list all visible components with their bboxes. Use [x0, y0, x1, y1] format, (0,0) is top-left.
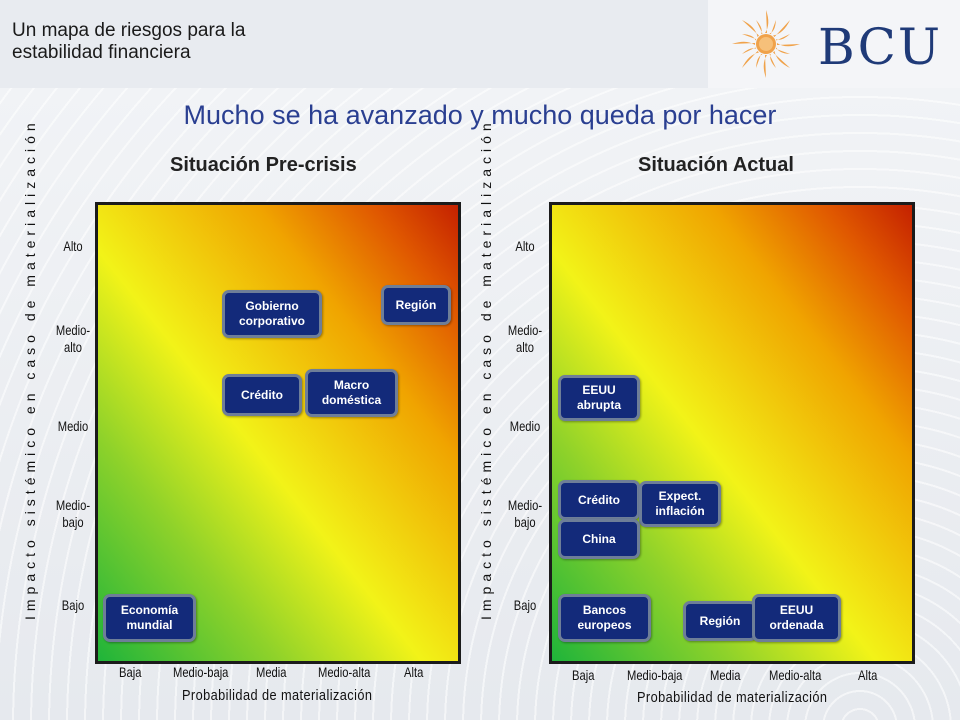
sun-ray — [773, 51, 791, 69]
x-axis-label-precrisis: Probabilidad de materialización — [182, 687, 373, 704]
y-tick-medio: Medio — [509, 418, 541, 434]
y-tick-medio: Medio — [57, 418, 89, 434]
y-tick-alto: Alto — [63, 238, 83, 254]
sun-ray — [741, 19, 759, 37]
deck-title: Un mapa de riesgos para la estabilidad f… — [12, 20, 246, 63]
sun-ray — [756, 53, 763, 69]
sun-ray — [763, 54, 767, 78]
y-tick-medio-alto: Medio-alto — [55, 322, 91, 355]
x-tick-medio-alta: Medio-alta — [769, 667, 822, 683]
y-tick-medio-bajo: Medio-bajo — [507, 497, 543, 530]
x-tick-medio-baja: Medio-baja — [627, 667, 683, 683]
y-tick-bajo: Bajo — [513, 597, 537, 613]
risk-gobierno-corporativo: Gobierno corporativo — [222, 290, 322, 338]
y-tick-alto: Alto — [515, 238, 535, 254]
risk-credito: Crédito — [222, 374, 302, 416]
risk-macro-domestica: Macro doméstica — [305, 369, 398, 417]
sun-ray — [741, 51, 759, 69]
sun-ray — [741, 47, 757, 54]
sun-ray — [756, 19, 763, 35]
risk-bancos-europeos: Bancos europeos — [558, 594, 651, 642]
bcu-logo: BCU — [726, 8, 946, 80]
x-tick-medio-alta: Medio-alta — [318, 664, 371, 680]
sun-ray — [741, 34, 757, 41]
header-left-panel — [0, 0, 708, 88]
x-tick-baja: Baja — [119, 664, 142, 680]
risk-china: China — [558, 519, 640, 559]
x-tick-alta: Alta — [404, 664, 424, 680]
y-tick-medio-alto: Medio-alto — [507, 322, 543, 355]
sun-ray — [732, 41, 756, 45]
sun-ray — [769, 53, 776, 69]
risk-expect-inflacion: Expect. inflación — [639, 481, 721, 527]
x-tick-alta: Alta — [858, 667, 878, 683]
risk-economia-mundial: Economía mundial — [103, 594, 196, 642]
panel-title-precrisis: Situación Pre-crisis — [170, 154, 357, 176]
x-tick-media: Media — [256, 664, 287, 680]
y-tick-medio-bajo: Medio-bajo — [55, 497, 91, 530]
logo-text: BCU — [818, 18, 943, 76]
risk-eeuu-ordenada: EEUU ordenada — [752, 594, 841, 642]
risk-eeuu-abrupta: EEUU abrupta — [558, 375, 640, 421]
sun-ray — [776, 43, 800, 47]
risk-region: Región — [683, 601, 757, 641]
x-tick-media: Media — [710, 667, 741, 683]
sun-ray — [775, 47, 791, 54]
risk-region: Región — [381, 285, 451, 325]
x-tick-medio-baja: Medio-baja — [173, 664, 229, 680]
panel-title-actual: Situación Actual — [638, 154, 794, 176]
x-tick-baja: Baja — [572, 667, 595, 683]
y-tick-bajo: Bajo — [61, 597, 85, 613]
risk-map-precrisis — [95, 202, 461, 664]
y-axis-label-actual: Impacto sistémico en caso de materializa… — [478, 118, 494, 620]
slide-title: Mucho se ha avanzado y mucho queda por h… — [183, 100, 777, 130]
y-axis-label-precrisis: Impacto sistémico en caso de materializa… — [22, 118, 38, 620]
sun-ray — [769, 19, 776, 35]
risk-map-actual — [549, 202, 915, 664]
risk-credito: Crédito — [558, 480, 640, 520]
sun-ray — [773, 19, 791, 37]
sun-ray — [765, 10, 769, 34]
x-axis-label-actual: Probabilidad de materialización — [637, 689, 828, 706]
sun-emblem-icon — [732, 10, 800, 78]
sun-ray — [775, 34, 791, 41]
